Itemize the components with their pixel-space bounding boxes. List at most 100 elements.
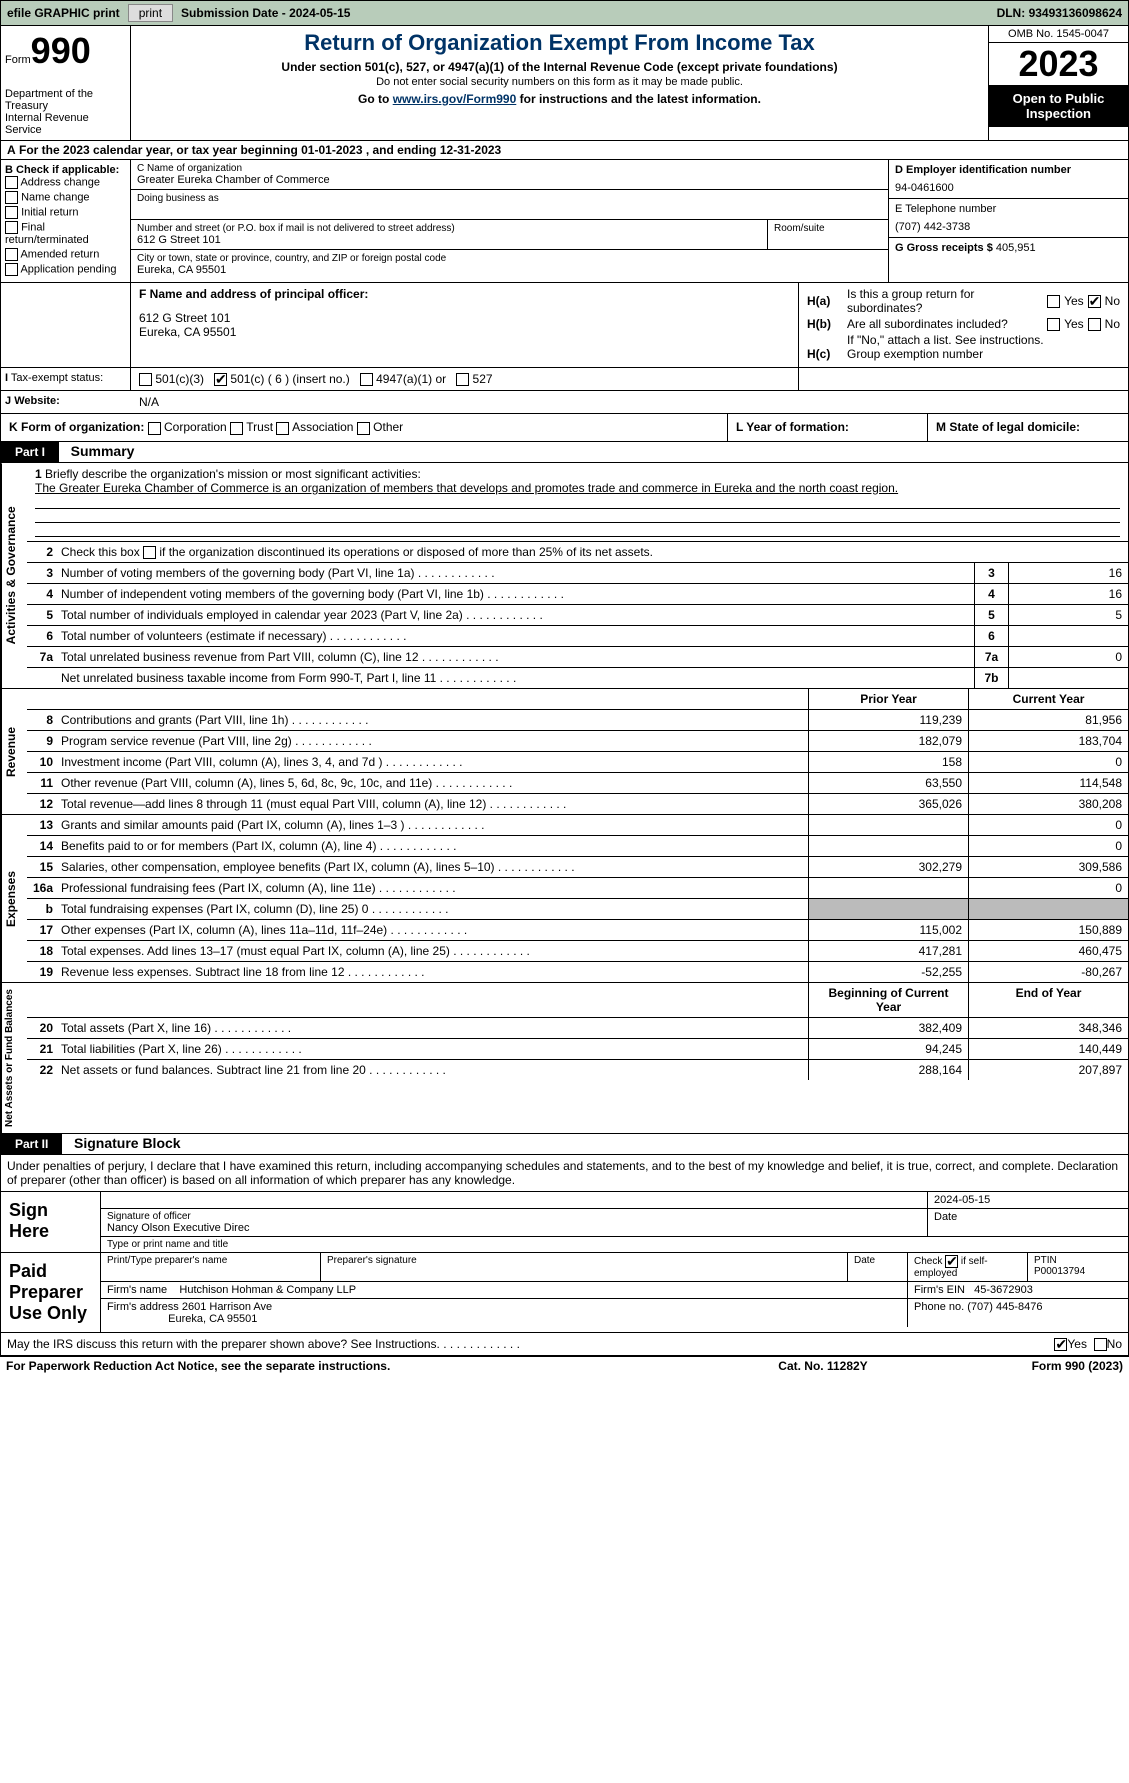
goto-line: Go to www.irs.gov/Form990 for instructio… — [135, 92, 984, 106]
table-row: 22Net assets or fund balances. Subtract … — [27, 1060, 1128, 1080]
website-value: N/A — [131, 391, 1128, 413]
hb-yes[interactable] — [1047, 318, 1060, 331]
chk-501c[interactable] — [214, 373, 227, 386]
chk-self-employed[interactable] — [945, 1255, 958, 1268]
table-row: 4Number of independent voting members of… — [27, 584, 1128, 605]
gov-vlabel: Activities & Governance — [1, 463, 27, 688]
net-vlabel: Net Assets or Fund Balances — [1, 983, 27, 1133]
table-row: 8Contributions and grants (Part VIII, li… — [27, 710, 1128, 731]
col-b: B Check if applicable: Address change Na… — [1, 160, 131, 282]
col-c: C Name of organizationGreater Eureka Cha… — [131, 160, 888, 282]
table-row: 14Benefits paid to or for members (Part … — [27, 836, 1128, 857]
m-label: M State of legal domicile: — [936, 420, 1080, 434]
l-label: L Year of formation: — [736, 420, 849, 434]
city-label: City or town, state or province, country… — [137, 253, 882, 264]
prep-name-label: Print/Type preparer's name — [101, 1253, 321, 1281]
firm-city: Eureka, CA 95501 — [168, 1313, 257, 1325]
dba-label: Doing business as — [137, 193, 882, 204]
phone-label: E Telephone number — [895, 203, 1122, 215]
table-row: 5Total number of individuals employed in… — [27, 605, 1128, 626]
ptin-value: P00013794 — [1034, 1266, 1085, 1277]
hb-no[interactable] — [1088, 318, 1101, 331]
chk-527[interactable] — [456, 373, 469, 386]
officer-name: Nancy Olson Executive Direc — [107, 1222, 921, 1234]
table-row: 6Total number of volunteers (estimate if… — [27, 626, 1128, 647]
ha-yes[interactable] — [1047, 295, 1060, 308]
city: Eureka, CA 95501 — [137, 264, 882, 276]
open-inspection: Open to Public Inspection — [989, 85, 1128, 127]
row-a: A For the 2023 calendar year, or tax yea… — [0, 141, 1129, 160]
chk-corp[interactable] — [148, 422, 161, 435]
tax-year: 2023 — [989, 43, 1128, 85]
hb-text: Are all subordinates included? — [847, 317, 1043, 331]
mission-block: 1 Briefly describe the organization's mi… — [27, 463, 1128, 541]
col-de: D Employer identification number94-04616… — [888, 160, 1128, 282]
street: 612 G Street 101 — [137, 234, 761, 246]
self-employed: Check if self-employed — [908, 1253, 1028, 1281]
table-row: 19Revenue less expenses. Subtract line 1… — [27, 962, 1128, 982]
b-label: B Check if applicable: — [5, 164, 126, 176]
ha-no[interactable] — [1088, 295, 1101, 308]
table-row: 11Other revenue (Part VIII, column (A), … — [27, 773, 1128, 794]
sig-officer-label: Signature of officer — [107, 1211, 921, 1222]
firm-ein: 45-3672903 — [974, 1284, 1033, 1296]
chk-discontinued[interactable] — [143, 546, 156, 559]
chk-4947[interactable] — [360, 373, 373, 386]
omb-number: OMB No. 1545-0047 — [989, 26, 1128, 43]
chk-address-change[interactable]: Address change — [5, 176, 126, 189]
table-row: Net unrelated business taxable income fr… — [27, 668, 1128, 688]
part1-badge: Part I — [1, 442, 59, 462]
part2-badge: Part II — [1, 1134, 62, 1154]
chk-name-change[interactable]: Name change — [5, 191, 126, 204]
row-i: I Tax-exempt status: 501(c)(3) 501(c) ( … — [0, 368, 1129, 391]
rev-header-row: Prior YearCurrent Year — [27, 689, 1128, 710]
part2-title: Signature Block — [66, 1133, 189, 1153]
chk-assoc[interactable] — [276, 422, 289, 435]
efile-label: efile GRAPHIC print — [7, 6, 120, 20]
part1-title: Summary — [63, 441, 143, 461]
form-subtitle: Under section 501(c), 527, or 4947(a)(1)… — [135, 60, 984, 74]
form-subtitle2: Do not enter social security numbers on … — [135, 76, 984, 88]
irs-link[interactable]: www.irs.gov/Form990 — [393, 92, 517, 106]
print-button[interactable]: print — [128, 4, 173, 22]
chk-other[interactable] — [357, 422, 370, 435]
chk-app-pending[interactable]: Application pending — [5, 263, 126, 276]
sign-here-label: Sign Here — [1, 1192, 101, 1252]
c-name-label: C Name of organization — [137, 163, 882, 174]
firm-phone: (707) 445-8476 — [967, 1301, 1042, 1313]
footer: For Paperwork Reduction Act Notice, see … — [0, 1356, 1129, 1375]
firm-addr: 2601 Harrison Ave — [182, 1301, 272, 1313]
prep-sig-label: Preparer's signature — [321, 1253, 848, 1281]
sig-date: 2024-05-15 — [928, 1192, 1128, 1208]
part2-header: Part II Signature Block — [0, 1134, 1129, 1155]
ein-value: 94-0461600 — [895, 176, 1122, 194]
col-f: F Name and address of principal officer:… — [131, 283, 798, 367]
table-row: 20Total assets (Part X, line 16)382,4093… — [27, 1018, 1128, 1039]
net-assets-section: Net Assets or Fund Balances Beginning of… — [0, 983, 1129, 1134]
irs-yes[interactable] — [1054, 1338, 1067, 1351]
table-row: 12Total revenue—add lines 8 through 11 (… — [27, 794, 1128, 814]
table-row: 17Other expenses (Part IX, column (A), l… — [27, 920, 1128, 941]
h-note: If "No," attach a list. See instructions… — [807, 333, 1120, 347]
chk-initial-return[interactable]: Initial return — [5, 206, 126, 219]
table-row: 9Program service revenue (Part VIII, lin… — [27, 731, 1128, 752]
chk-501c3[interactable] — [139, 373, 152, 386]
room-label: Room/suite — [774, 223, 882, 234]
footer-left: For Paperwork Reduction Act Notice, see … — [6, 1359, 723, 1373]
form-header: Form990 Department of the Treasury Inter… — [0, 26, 1129, 141]
firm-name: Hutchison Hohman & Company LLP — [179, 1284, 356, 1296]
officer-addr2: Eureka, CA 95501 — [139, 325, 790, 339]
chk-final-return[interactable]: Final return/terminated — [5, 221, 126, 246]
table-row: 10Investment income (Part VIII, column (… — [27, 752, 1128, 773]
irs-discuss-row: May the IRS discuss this return with the… — [0, 1333, 1129, 1356]
dept-label: Department of the Treasury Internal Reve… — [5, 88, 126, 136]
dln-label: DLN: 93493136098624 — [997, 6, 1122, 20]
expenses-section: Expenses 13Grants and similar amounts pa… — [0, 815, 1129, 983]
mission-text: The Greater Eureka Chamber of Commerce i… — [35, 481, 898, 495]
ein-label: D Employer identification number — [895, 164, 1122, 176]
chk-trust[interactable] — [230, 422, 243, 435]
chk-amended-return[interactable]: Amended return — [5, 248, 126, 261]
table-row: 15Salaries, other compensation, employee… — [27, 857, 1128, 878]
irs-no[interactable] — [1094, 1338, 1107, 1351]
paid-label: Paid Preparer Use Only — [1, 1253, 101, 1332]
